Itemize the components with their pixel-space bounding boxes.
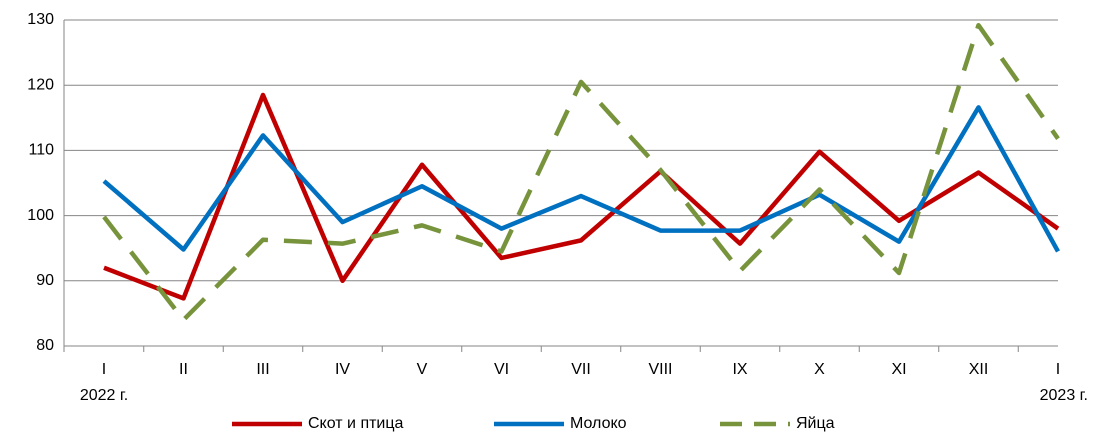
y-tick-label: 90 <box>36 272 54 289</box>
x-tick-label: I <box>102 361 106 378</box>
x-tick-label: VII <box>571 361 591 378</box>
x-tick-label: VIII <box>648 361 672 378</box>
x-tick-label: XII <box>969 361 989 378</box>
annotation: 2023 г. <box>1040 387 1088 404</box>
y-tick-label: 80 <box>36 337 54 354</box>
y-tick-label: 130 <box>27 11 54 28</box>
legend-label: Молоко <box>570 415 627 432</box>
y-tick-label: 120 <box>27 76 54 93</box>
x-tick-label: X <box>814 361 825 378</box>
legend-label: Яйца <box>796 415 835 432</box>
x-tick-label: XI <box>891 361 906 378</box>
y-tick-label: 100 <box>27 207 54 224</box>
line-series <box>102 105 1060 253</box>
line-series <box>103 92 1060 301</box>
x-tick-label: III <box>256 361 269 378</box>
annotation: 2022 г. <box>80 387 128 404</box>
x-tick-label: IX <box>732 361 747 378</box>
x-tick-label: V <box>417 361 428 378</box>
legend-label: Скот и птица <box>308 415 404 432</box>
x-tick-label: I <box>1056 361 1060 378</box>
x-tick-label: II <box>179 361 188 378</box>
line-series <box>102 22 1060 323</box>
x-tick-label: IV <box>335 361 350 378</box>
x-tick-label: VI <box>494 361 509 378</box>
y-tick-label: 110 <box>28 142 54 159</box>
